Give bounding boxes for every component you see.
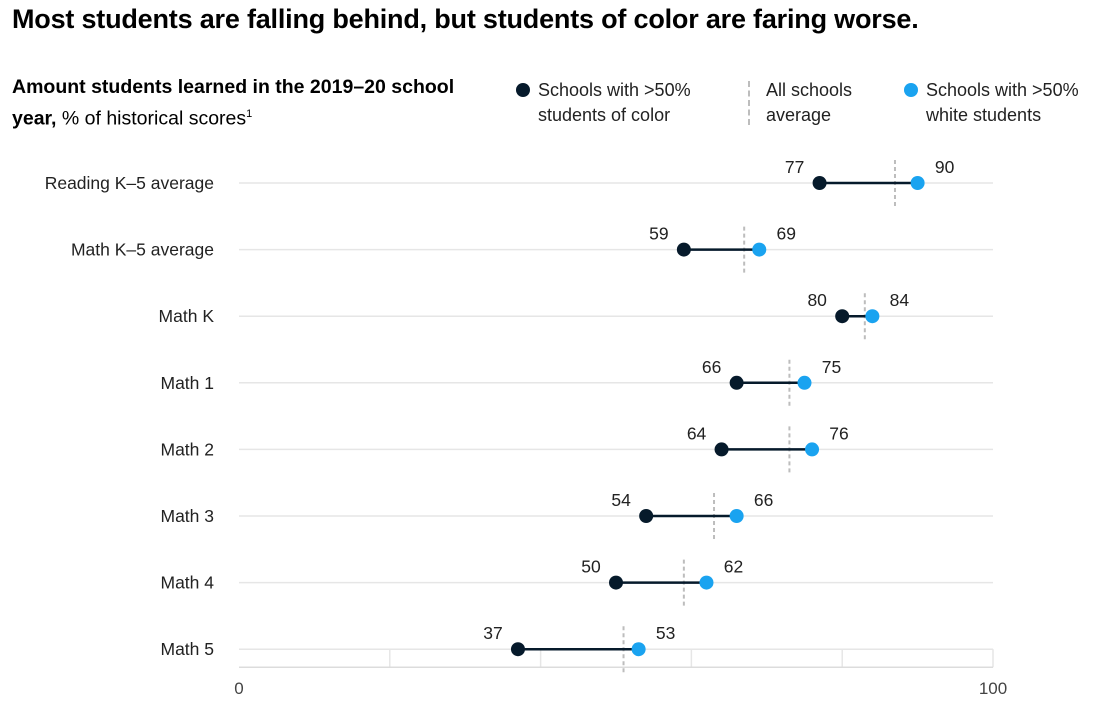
category-label: Math 1 xyxy=(161,373,215,393)
white-students-dot xyxy=(752,242,767,257)
students-of-color-value-label: 54 xyxy=(611,490,631,510)
x-tick-label: 100 xyxy=(979,679,1007,698)
white-students-value-label: 66 xyxy=(754,490,773,510)
students-of-color-dot xyxy=(609,575,623,590)
category-label: Math 5 xyxy=(161,639,215,659)
subtitle-footnote: 1 xyxy=(246,108,253,120)
white-students-value-label: 53 xyxy=(656,623,675,643)
students-of-color-dot xyxy=(835,309,850,324)
category-label: Math K–5 average xyxy=(71,240,214,260)
category-label: Math 4 xyxy=(161,573,215,593)
students-of-color-dot xyxy=(639,509,654,523)
students-of-color-dot xyxy=(714,442,729,457)
legend-dashed-line-icon xyxy=(748,81,750,125)
students-of-color-dot xyxy=(729,375,744,390)
legend-blue-dot-icon xyxy=(904,83,918,97)
students-of-color-dot xyxy=(812,176,827,190)
category-label: Math K xyxy=(159,306,215,326)
students-of-color-dot xyxy=(676,242,691,257)
white-students-dot xyxy=(631,642,646,657)
white-students-dot xyxy=(910,176,925,190)
white-students-value-label: 62 xyxy=(724,557,743,577)
students-of-color-value-label: 66 xyxy=(702,357,721,377)
students-of-color-value-label: 80 xyxy=(807,290,827,310)
legend-dark-dot-icon xyxy=(516,83,530,97)
white-students-dot xyxy=(797,375,812,390)
students-of-color-value-label: 59 xyxy=(649,224,668,244)
legend-white-students-label: Schools with >50% white students xyxy=(926,80,1079,125)
white-students-dot xyxy=(729,509,744,523)
white-students-value-label: 76 xyxy=(829,423,848,443)
students-of-color-dot xyxy=(510,642,525,657)
white-students-value-label: 90 xyxy=(935,157,955,177)
students-of-color-value-label: 77 xyxy=(785,157,804,177)
subtitle-bold: Amount students learned in the 2019–20 s… xyxy=(12,76,455,130)
students-of-color-value-label: 37 xyxy=(483,623,502,643)
white-students-value-label: 84 xyxy=(890,290,910,310)
legend-students-of-color-label: Schools with >50% students of color xyxy=(538,80,691,125)
chart-subtitle: Amount students learned in the 2019–20 s… xyxy=(12,74,482,133)
white-students-value-label: 69 xyxy=(777,224,796,244)
white-students-value-label: 75 xyxy=(822,357,841,377)
chart-title: Most students are falling behind, but st… xyxy=(12,4,919,34)
white-students-dot xyxy=(865,309,880,324)
subtitle-regular: % of historical scores xyxy=(61,107,247,130)
category-label: Math 2 xyxy=(161,439,215,459)
white-students-dot xyxy=(805,442,820,457)
legend-average-label: All schools average xyxy=(766,80,853,125)
students-of-color-value-label: 64 xyxy=(687,423,707,443)
students-of-color-value-label: 50 xyxy=(581,557,601,577)
category-label: Reading K–5 average xyxy=(45,173,214,193)
x-tick-label: 0 xyxy=(234,679,243,698)
category-label: Math 3 xyxy=(161,506,215,526)
white-students-dot xyxy=(699,575,714,590)
